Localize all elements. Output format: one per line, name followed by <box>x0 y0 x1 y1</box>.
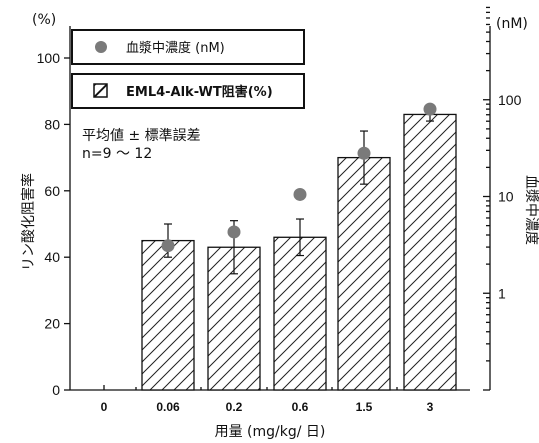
x-tick-label: 0.6 <box>292 400 309 414</box>
right-axis-unit: (nM) <box>496 16 528 32</box>
x-tick-label: 0 <box>101 400 108 414</box>
x-tick-label: 1.5 <box>356 400 373 414</box>
bar <box>403 113 457 391</box>
x-axis-title: 用量 (mg/kg/ 日) <box>215 424 326 440</box>
left-tick-label: 20 <box>44 316 60 332</box>
left-tick-label: 60 <box>44 183 60 199</box>
y2-axis-title: 血漿中濃度 <box>523 175 539 245</box>
right-tick-label: 1 <box>498 285 506 301</box>
y-axis-title: リン酸化阻害率 <box>20 173 37 271</box>
concentration-marker <box>293 187 307 201</box>
right-tick-label: 100 <box>498 92 522 108</box>
legend-hatch-diagonal <box>93 83 108 98</box>
annotation-n: n=9 ～ 12 <box>82 146 152 162</box>
x-tick-label: 0.2 <box>226 400 243 414</box>
annotation-mean-se: 平均値 ± 標準誤差 <box>82 128 201 144</box>
legend-box-concentration <box>71 29 305 65</box>
x-tick-label: 0.06 <box>156 400 180 414</box>
legend-box-inhibition <box>71 73 305 109</box>
bar <box>141 239 195 391</box>
left-tick-label: 100 <box>37 50 61 66</box>
legend-marker-icon <box>95 41 107 53</box>
bar <box>273 236 327 391</box>
concentration-marker <box>357 146 371 160</box>
left-tick-label: 0 <box>52 382 60 398</box>
x-tick-label: 3 <box>427 400 434 414</box>
concentration-marker <box>227 225 241 239</box>
left-tick-label: 40 <box>44 249 60 265</box>
legend-label-concentration: 血漿中濃度 (nM) <box>126 40 225 56</box>
left-tick-label: 80 <box>44 116 60 132</box>
concentration-marker <box>423 102 437 116</box>
legend-label-inhibition: EML4-Alk-WT阻害(%) <box>126 84 273 100</box>
left-axis-unit: (%) <box>32 12 56 28</box>
bar <box>337 156 391 391</box>
right-tick-label: 10 <box>498 189 514 205</box>
concentration-marker <box>161 239 175 253</box>
